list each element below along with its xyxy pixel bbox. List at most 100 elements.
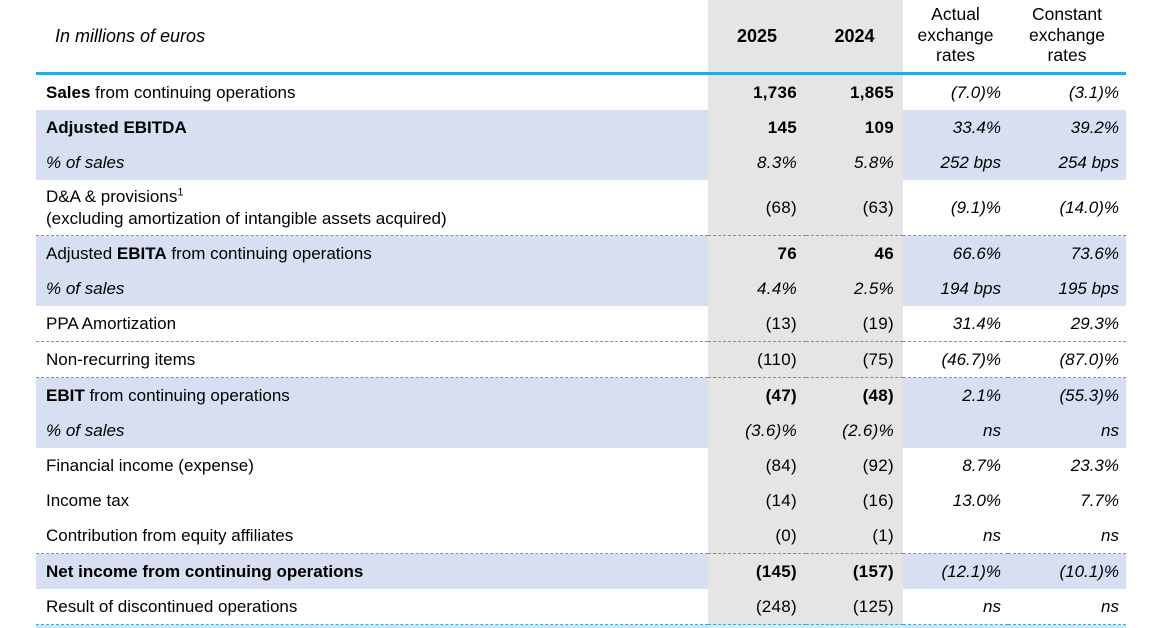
cell-2024: (75) (806, 341, 903, 378)
cell-actual-exchange-rate: 194 bps (903, 271, 1008, 306)
table-row-income-tax: Income tax (14) (16) 13.0% 7.7% (36, 483, 1126, 518)
unit-label: In millions of euros (36, 0, 708, 75)
row-label-text: from continuing operations (90, 82, 296, 102)
table-row-sales-continuing-operations: Sales from continuing operations 1,736 1,8… (36, 73, 1126, 111)
cell-constant-exchange-rate: ns (1101, 596, 1119, 616)
cell-2024: (63) (806, 180, 903, 236)
row-label-text: PPA Amortization (46, 313, 177, 333)
table-body: Sales from continuing operations 1,736 1,8… (36, 73, 1126, 628)
cell-constant-exchange-rate: (3.1)% (1068, 82, 1119, 102)
row-label-text: from continuing operations (84, 385, 290, 405)
cell-constant-exchange-rate: ns (1101, 525, 1119, 545)
row-label: Financial income (expense) (36, 448, 708, 483)
row-label-text: Net income from continuing operations (46, 561, 364, 581)
cell-actual-exchange-rate: ns (983, 525, 1001, 545)
cell-constant-exchange-rate: (87.0)% (1008, 341, 1126, 378)
cell-actual-exchange-rate: 33.4% (903, 110, 1008, 145)
row-label-text: Financial income (expense) (46, 455, 254, 475)
table-row-net-income-continuing-operations: Net income from continuing operations (14… (36, 553, 1126, 589)
cell-actual-exchange-rate: 31.4% (952, 313, 1001, 333)
row-label-text: EBIT (46, 385, 85, 405)
row-label-text: % of sales (46, 278, 125, 298)
row-label-text: Result of discontinued operations (46, 596, 298, 616)
cell-2025: 8.3% (708, 145, 806, 180)
cell-constant-exchange-rate: (10.1)% (1008, 553, 1126, 589)
cell-constant-exchange-rate: (14.0)% (1059, 197, 1119, 217)
row-label-text: (excluding amortization of intangible as… (46, 208, 447, 228)
cell-2024: 46 (806, 235, 903, 271)
cell-2025: (145) (708, 553, 806, 589)
financial-results-table: In millions of euros 2025 2024 Actual ex… (36, 0, 1126, 628)
cell-2025: (0) (708, 518, 806, 554)
cell-2024: (125) (806, 589, 903, 625)
table-row-contribution-equity-affiliates: Contribution from equity affiliates (0) (1… (36, 518, 1126, 554)
header-row: In millions of euros 2025 2024 Actual ex… (36, 0, 1126, 75)
row-label: Income tax (36, 483, 708, 518)
row-label-text: D&A & provisions (46, 187, 178, 207)
table-row-da-and-provisions: D&A & provisions1 (excluding amortization… (36, 180, 1126, 236)
table-row-adjusted-ebita-continuing-operations: Adjusted EBITA from continuing operation… (36, 235, 1126, 271)
cell-constant-exchange-rate: ns (1008, 413, 1126, 448)
table-row-adjusted-ebitda: Adjusted EBITDA 145 109 33.4% 39.2% (36, 110, 1126, 145)
row-label: Non-recurring items (36, 341, 708, 378)
cell-2025: (47) (708, 377, 806, 413)
cell-actual-exchange-rate: (12.1)% (903, 553, 1008, 589)
table-row-financial-income-expense: Financial income (expense) (84) (92) 8.7% 23… (36, 448, 1126, 483)
row-label: Result of discontinued operations (36, 589, 708, 625)
table-row-ppa-amortization: PPA Amortization (13) (19) 31.4% 29.3% (36, 306, 1126, 342)
cell-actual-exchange-rate: (9.1)% (950, 197, 1001, 217)
cell-2024: (16) (806, 483, 903, 518)
cell-2025: (68) (708, 180, 806, 236)
col-header-2025: 2025 (708, 0, 806, 75)
cell-actual-exchange-rate: 252 bps (903, 145, 1008, 180)
cell-2024: (92) (806, 448, 903, 483)
table-row-result-discontinued-operations: Result of discontinued operations (248) (1… (36, 589, 1126, 625)
cell-2025: (110) (708, 341, 806, 378)
cell-2024: (19) (806, 306, 903, 342)
row-label-text: from continuing operations (166, 243, 372, 263)
row-label-text: Non-recurring items (46, 349, 196, 369)
cell-constant-exchange-rate: ns (1008, 624, 1126, 628)
row-label: PPA Amortization (36, 306, 708, 342)
cell-2025: (3.6)% (708, 413, 806, 448)
row-label-text: Income tax (46, 490, 130, 510)
cell-actual-exchange-rate: 13.0% (952, 490, 1001, 510)
row-label: % of sales (36, 145, 708, 180)
cell-constant-exchange-rate: (55.3)% (1008, 377, 1126, 413)
cell-constant-exchange-rate: 39.2% (1008, 110, 1126, 145)
row-label-text: Contribution from equity affiliates (46, 525, 294, 545)
cell-constant-exchange-rate: 23.3% (1070, 455, 1119, 475)
row-label: Net income from continuing operations (36, 553, 708, 589)
row-label: Sales from continuing operations (36, 74, 708, 111)
cell-2025: 4.4% (708, 271, 806, 306)
cell-2024: 109 (806, 110, 903, 145)
table-row-non-recurring-items: Non-recurring items (110) (75) (46.7)% (87.0… (36, 341, 1126, 378)
cell-2025: 76 (708, 235, 806, 271)
row-label: % of sales (36, 413, 708, 448)
cell-2025: 145 (708, 110, 806, 145)
cell-actual-exchange-rate: ns (903, 624, 1008, 628)
cell-2025: (393) (708, 624, 806, 628)
row-label-text: % of sales (46, 152, 125, 172)
cell-2024: 2.5% (806, 271, 903, 306)
cell-2024: 5.8% (806, 145, 903, 180)
cell-2025: 1,736 (708, 73, 806, 110)
row-label-text: Adjusted (46, 243, 117, 263)
cell-2024: (157) (806, 553, 903, 589)
row-label: % of sales (36, 271, 708, 306)
row-label: Contribution from equity affiliates (36, 518, 708, 554)
cell-2024: (282) (806, 624, 903, 628)
table-row-ebit-continuing-operations: EBIT from continuing operations (47) (48) 2… (36, 377, 1126, 413)
footnote-marker: 1 (177, 186, 184, 199)
cell-actual-exchange-rate: 8.7% (962, 455, 1001, 475)
cell-constant-exchange-rate: 254 bps (1008, 145, 1126, 180)
cell-2025: (84) (708, 448, 806, 483)
cell-2025: (14) (708, 483, 806, 518)
cell-2024: 1,865 (806, 73, 903, 110)
cell-constant-exchange-rate: 29.3% (1070, 313, 1119, 333)
cell-actual-exchange-rate: ns (903, 413, 1008, 448)
row-label: D&A & provisions1 (excluding amortization… (36, 180, 708, 236)
cell-actual-exchange-rate: (46.7)% (903, 341, 1008, 378)
table-row-ebita-pct-of-sales: % of sales 4.4% 2.5% 194 bps 195 bps (36, 271, 1126, 306)
